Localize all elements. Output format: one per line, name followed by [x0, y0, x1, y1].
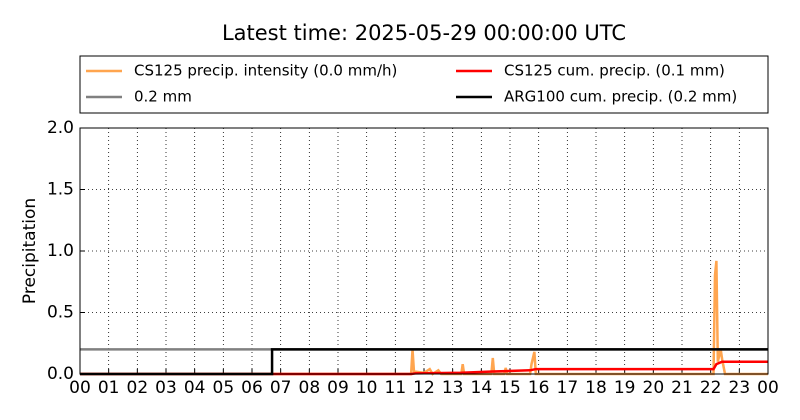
x-tick-label: 05	[213, 378, 235, 398]
x-tick-label: 03	[155, 378, 177, 398]
x-tick-label: 09	[327, 378, 349, 398]
plot-frame	[79, 127, 769, 375]
x-tick-label: 10	[356, 378, 378, 398]
x-tick-label: 20	[643, 378, 665, 398]
y-axis-label: Precipitation	[20, 198, 40, 304]
x-tick-label: 07	[270, 378, 292, 398]
legend-label: CS125 cum. precip. (0.1 mm)	[504, 62, 725, 80]
x-tick-label: 11	[385, 378, 407, 398]
legend-label: ARG100 cum. precip. (0.2 mm)	[504, 88, 737, 106]
series-line	[80, 360, 768, 376]
y-tick-label: 0.0	[47, 364, 74, 384]
x-tick-label: 12	[413, 378, 435, 398]
x-tick-label: 15	[499, 378, 521, 398]
x-tick-label: 06	[241, 378, 263, 398]
x-tick-label: 02	[127, 378, 149, 398]
y-tick-label: 1.0	[47, 241, 74, 261]
x-tick-label: 18	[585, 378, 607, 398]
x-tick-label: 01	[98, 378, 120, 398]
x-tick-label: 00	[757, 378, 779, 398]
x-tick-label: 17	[557, 378, 579, 398]
y-tick-label: 1.5	[47, 180, 74, 200]
x-tick-label: 13	[442, 378, 464, 398]
y-tick-label: 0.5	[47, 303, 74, 323]
x-tick-label: 22	[700, 378, 722, 398]
x-tick-label: 00	[69, 378, 91, 398]
x-tick-label: 23	[729, 378, 751, 398]
legend-label: CS125 precip. intensity (0.0 mm/h)	[134, 62, 397, 80]
y-tick-label: 2.0	[47, 118, 74, 138]
legend-box	[79, 55, 769, 114]
x-tick-label: 21	[671, 378, 693, 398]
x-tick-label: 04	[184, 378, 206, 398]
x-tick-label: 19	[614, 378, 636, 398]
legend-label: 0.2 mm	[134, 88, 192, 106]
x-tick-label: 14	[471, 378, 493, 398]
series-line	[80, 260, 768, 376]
x-tick-label: 16	[528, 378, 550, 398]
chart-title: Latest time: 2025-05-29 00:00:00 UTC	[222, 21, 626, 45]
x-tick-label: 08	[299, 378, 321, 398]
